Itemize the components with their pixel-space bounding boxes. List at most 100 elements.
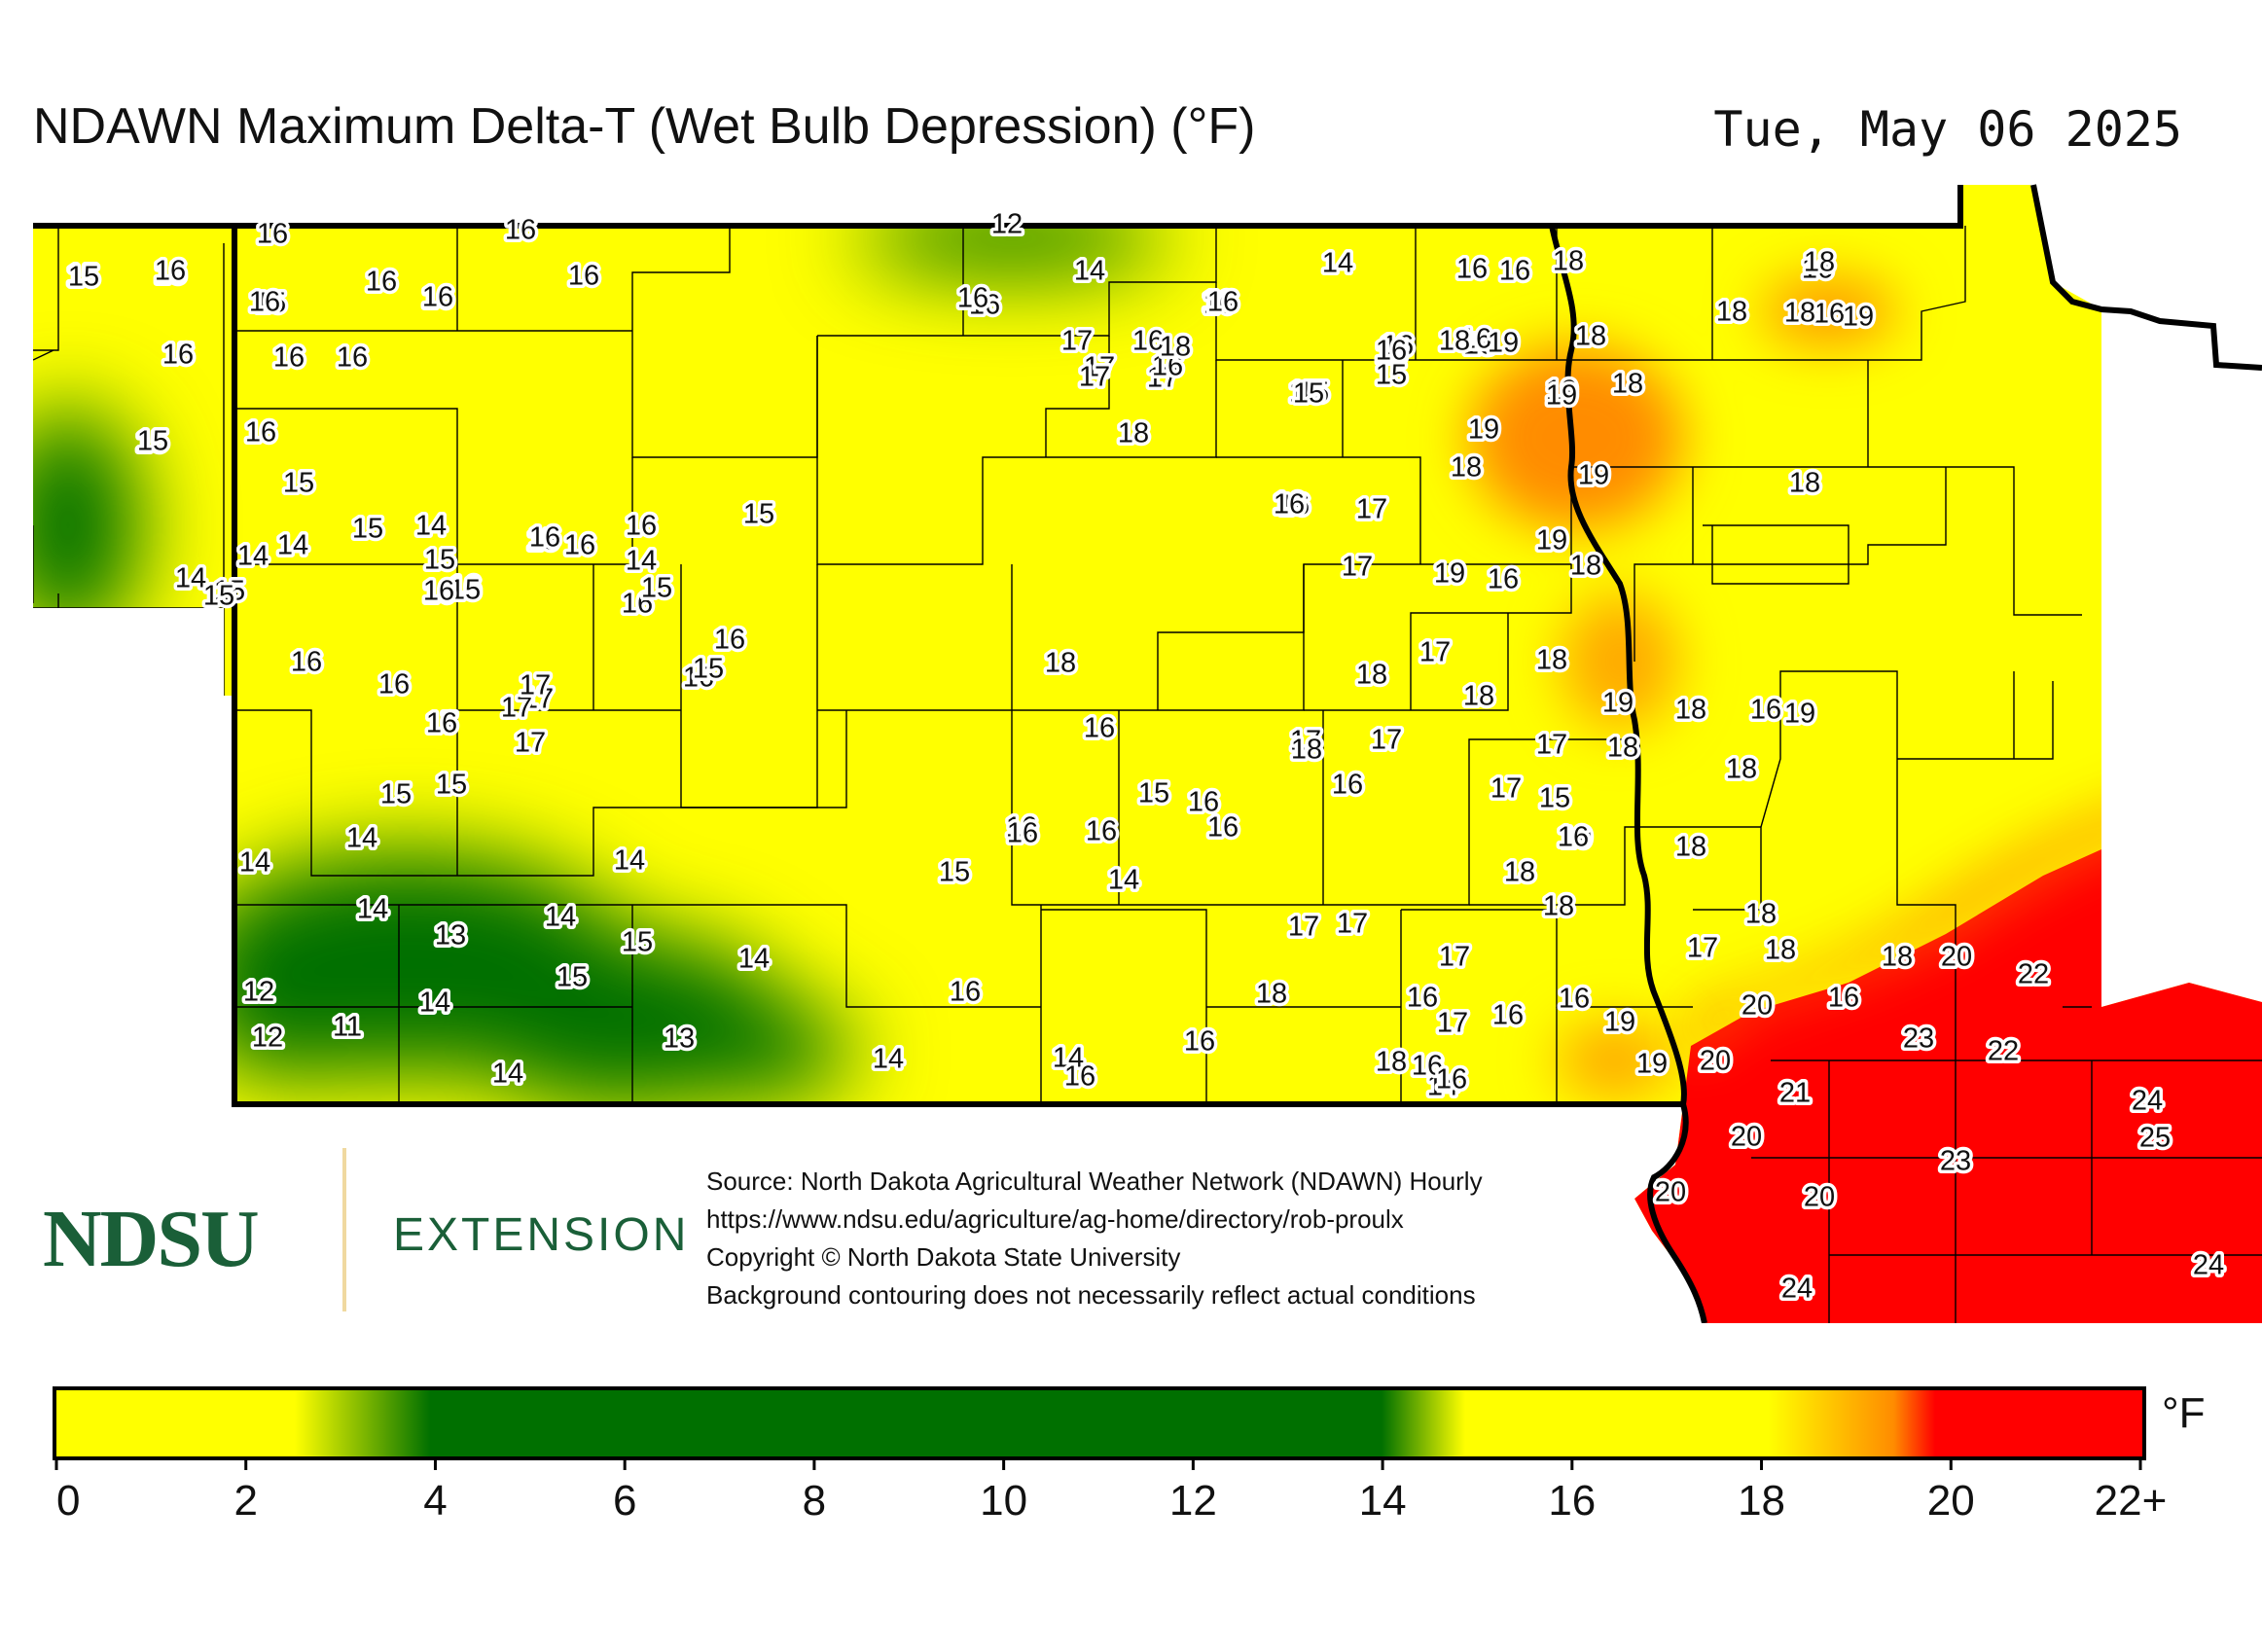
station-value: 19: [1636, 1049, 1668, 1080]
station-value: 18: [1784, 298, 1815, 329]
station-value: 15: [162, 340, 194, 371]
station-value: 18: [1291, 735, 1322, 766]
map-title: NDAWN Maximum Delta-T (Wet Bulb Depressi…: [33, 98, 1256, 155]
station-value: 16: [1463, 330, 1494, 361]
station-value: 16: [1203, 289, 1235, 320]
station-value: 15: [1138, 778, 1169, 809]
station-value: 20: [1700, 1046, 1731, 1077]
station-value: 18: [1882, 942, 1913, 973]
colorbar-tick-label: 22+: [2095, 1477, 2168, 1525]
station-value: 14: [419, 988, 450, 1019]
station-value: 17: [1084, 352, 1115, 383]
station-value: 16: [337, 342, 368, 374]
station-value: 18: [1463, 681, 1494, 712]
station-value: 15: [214, 576, 245, 607]
station-value: 16: [1436, 1064, 1467, 1095]
station-value: 15: [424, 545, 455, 576]
station-value: 16: [1064, 1061, 1095, 1093]
station-value: 17: [1371, 725, 1402, 756]
station-value: 16: [1007, 818, 1038, 849]
state-border: [33, 184, 2262, 1323]
station-value: 18: [1118, 418, 1149, 449]
station-value: 16: [957, 283, 988, 314]
station-value: 16: [422, 282, 453, 313]
station-value: 20: [1655, 1177, 1686, 1208]
colorbar-tick-label: 14: [1359, 1477, 1407, 1525]
station-value: 16: [1558, 822, 1589, 853]
station-value: 16: [950, 977, 981, 1008]
station-value: 15: [1539, 783, 1570, 814]
station-value: 17: [501, 693, 532, 724]
station-value: 18: [1804, 247, 1835, 278]
station-value: 17: [1437, 1008, 1468, 1039]
station-value: 16: [1499, 256, 1530, 287]
station-value: 18: [1553, 246, 1584, 277]
station-value: 15: [527, 525, 558, 557]
station-value: 16: [1492, 1000, 1524, 1031]
station-value: 14: [1108, 865, 1139, 896]
colorbar-tick-label: 8: [803, 1477, 826, 1525]
source-url: https://www.ndsu.edu/agriculture/ag-home…: [706, 1204, 1404, 1234]
station-value: 15: [743, 499, 774, 530]
station-value: 16: [1559, 984, 1590, 1015]
station-value: 15: [380, 779, 412, 810]
station-value: 16: [1813, 299, 1845, 330]
station-value: 22: [2018, 959, 2049, 990]
station-value: 17: [515, 728, 546, 759]
station-value: 18: [1536, 645, 1567, 676]
station-value: 17: [426, 708, 457, 739]
station-value: 18: [1612, 369, 1643, 400]
station-value: 20: [1741, 990, 1773, 1022]
colorbar-tick-label: 10: [980, 1477, 1027, 1525]
station-value: 17: [1337, 909, 1368, 940]
station-value: 19: [1434, 558, 1465, 590]
extension-label: EXTENSION: [393, 1209, 690, 1261]
station-value: 16: [683, 663, 714, 694]
station-value: 18: [1675, 695, 1706, 726]
station-value: 17: [1536, 730, 1567, 761]
station-value: 16: [1274, 488, 1305, 520]
station-value: 16: [249, 287, 280, 318]
station-value: 18: [1412, 1051, 1443, 1082]
station-value: 15: [155, 259, 186, 290]
station-value: 16: [1828, 983, 1859, 1014]
copyright-line: Copyright © North Dakota State Universit…: [706, 1242, 1181, 1272]
station-value: 17: [1061, 326, 1093, 357]
station-value: 19: [1602, 688, 1634, 719]
station-value: 18: [1789, 468, 1820, 499]
colorbar-tick-label: 0: [56, 1477, 80, 1525]
station-value: 17: [1439, 942, 1470, 973]
county-lines: [33, 226, 2262, 1323]
station-value: 16: [1382, 331, 1414, 362]
station-value: 13: [435, 920, 466, 952]
colorbar-tick-label: 2: [233, 1477, 257, 1525]
station-value: 24: [2193, 1250, 2224, 1281]
station-value: 14: [545, 902, 576, 933]
station-value: 16: [1488, 564, 1519, 595]
station-value: 18: [1765, 935, 1796, 966]
station-value: 14: [277, 530, 308, 561]
station-value: 12: [243, 977, 274, 1008]
station-value: 16: [378, 669, 410, 700]
station-value: 17: [1342, 552, 1373, 583]
station-value: 15: [352, 514, 383, 545]
station-value: 18: [1675, 832, 1706, 863]
station-value: 17: [1288, 912, 1319, 943]
station-value: 16: [1207, 812, 1239, 844]
station-value: 16: [1456, 254, 1488, 285]
station-value: 16: [505, 215, 536, 246]
station-value: 17: [1536, 730, 1567, 761]
station-value: 18: [1607, 733, 1638, 764]
station-value: 15: [136, 427, 167, 458]
station-value: 18: [1543, 891, 1574, 922]
station-value: 18: [1716, 297, 1747, 328]
station-value: 17: [1084, 352, 1115, 383]
station-value: 13: [664, 1024, 695, 1055]
station-value: 18: [1504, 857, 1535, 888]
station-value: 11: [333, 1012, 362, 1043]
station-value: 14: [873, 1044, 904, 1075]
station-value: 19: [1604, 1007, 1635, 1038]
station-value: 18: [1745, 899, 1777, 930]
station-value: 20: [1941, 942, 1972, 973]
colorbar-unit: °F: [2162, 1389, 2205, 1437]
